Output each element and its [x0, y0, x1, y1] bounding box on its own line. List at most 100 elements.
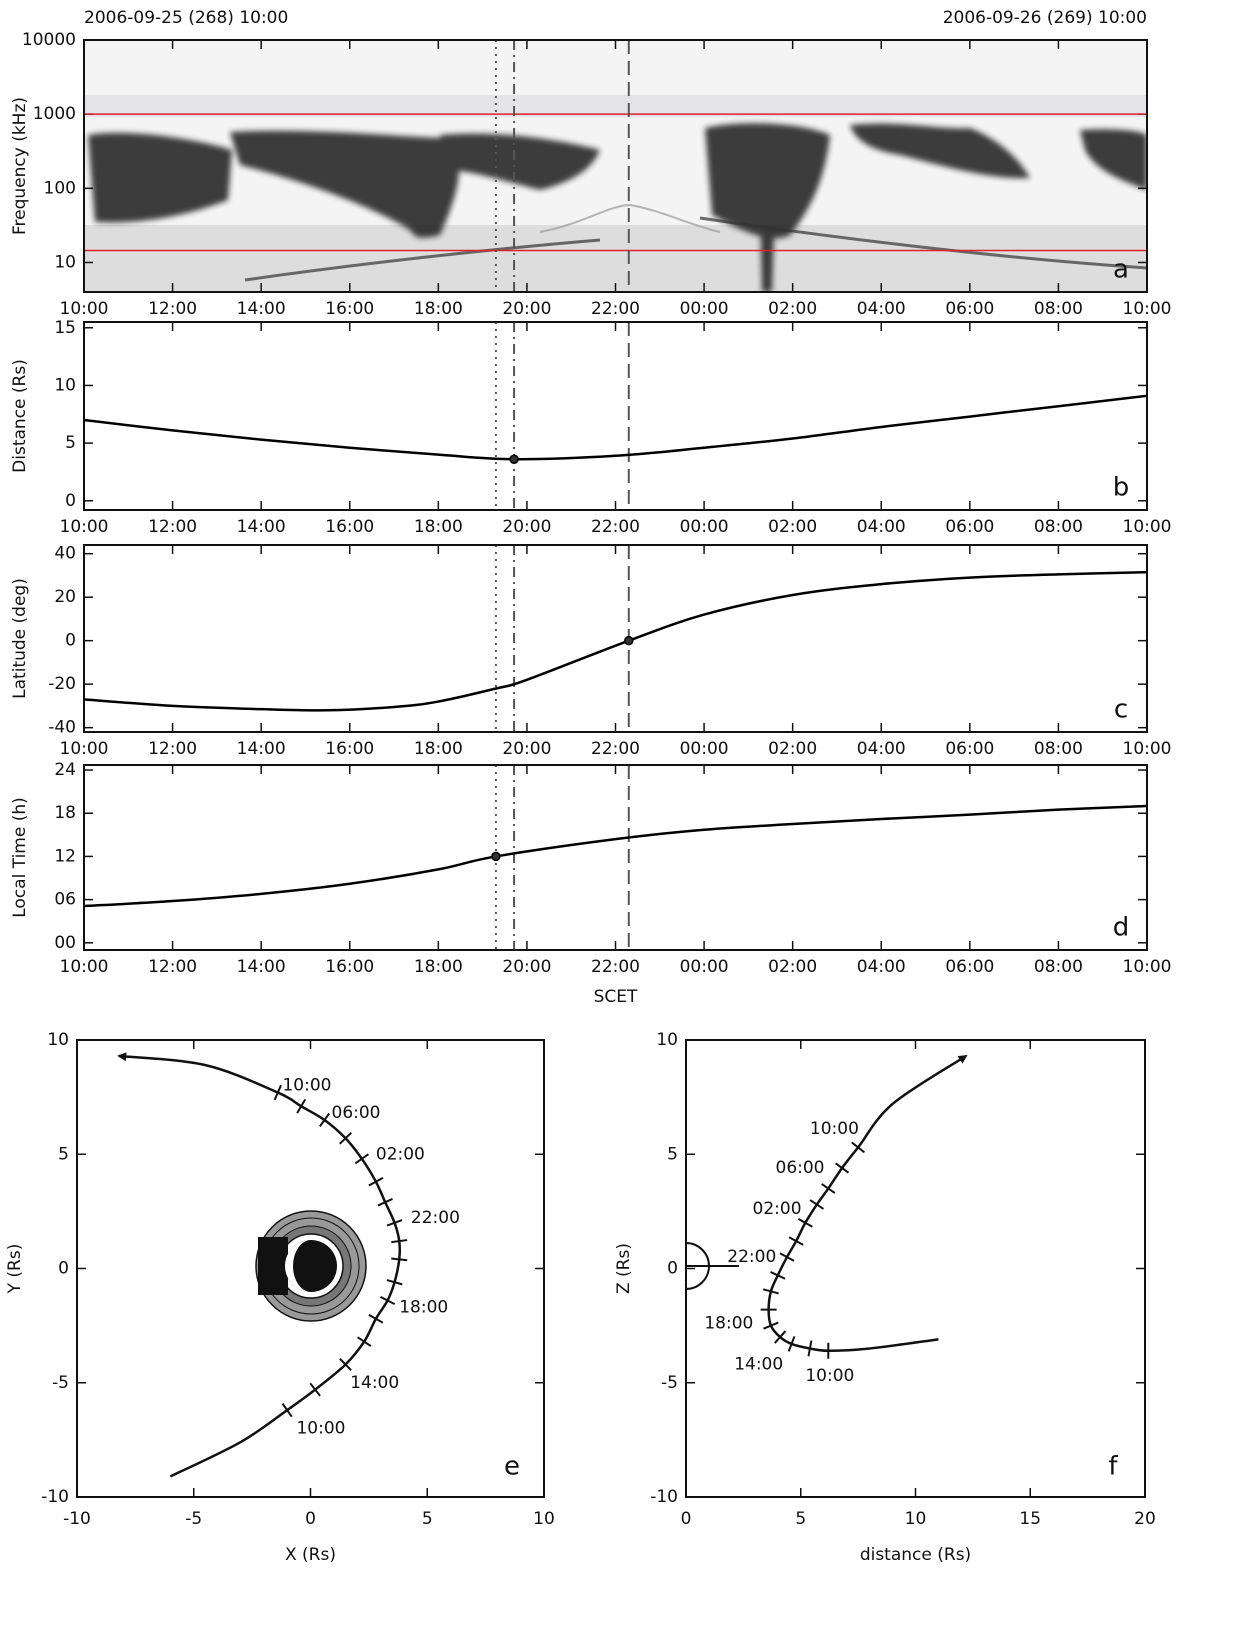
y-axis-label: Local Time (h) [10, 797, 30, 918]
y-tick-label: -5 [661, 1373, 678, 1393]
time-tick [273, 1084, 282, 1101]
x-tick-label: 06:00 [945, 299, 994, 319]
time-tick [774, 1330, 787, 1344]
x-tick-label: 06:00 [945, 739, 994, 759]
x-tick-label: 06:00 [945, 957, 994, 977]
time-tick [339, 1358, 352, 1371]
x-tick-label: 20:00 [502, 739, 551, 759]
x-tick-label: 02:00 [768, 299, 817, 319]
x-tick-label: 08:00 [1034, 957, 1083, 977]
y-tick-label: 0 [65, 631, 76, 651]
highlight-point [491, 851, 501, 862]
x-tick-label: 12:00 [148, 957, 197, 977]
y-tick-label: 18 [54, 803, 76, 823]
x-axis-label: distance (Rs) [860, 1545, 971, 1565]
x-tick-label: 22:00 [591, 957, 640, 977]
x-tick-label: 14:00 [237, 957, 286, 977]
x-tick-label: 12:00 [148, 517, 197, 537]
x-tick-label: 10:00 [60, 299, 109, 319]
y-axis-label: Z (Rs) [614, 1243, 634, 1294]
x-tick-label: 10 [905, 1509, 927, 1529]
time-tick [770, 1271, 786, 1280]
time-label: 18:00 [704, 1313, 753, 1333]
x-tick-label: 10:00 [1123, 739, 1172, 759]
time-tick [356, 1336, 372, 1347]
x-tick-label: 12:00 [148, 299, 197, 319]
time-tick [797, 1217, 813, 1228]
x-tick-label: 22:00 [591, 299, 640, 319]
x-tick-label: 04:00 [857, 299, 906, 319]
time-tick [339, 1131, 352, 1145]
y-tick-label: 15 [54, 318, 76, 338]
spectrogram-image [84, 40, 1147, 292]
time-tick [851, 1141, 866, 1154]
y-tick-label: 00 [54, 933, 76, 953]
x-tick-label: 10:00 [1123, 957, 1172, 977]
time-label: 10:00 [810, 1119, 859, 1139]
y-tick-label: -40 [48, 718, 76, 738]
x-tick-label: 16:00 [325, 299, 374, 319]
time-label: 06:00 [776, 1158, 825, 1178]
time-tick [821, 1183, 836, 1194]
time-label: 22:00 [727, 1247, 776, 1267]
time-tick [386, 1219, 403, 1227]
x-tick-label: 16:00 [325, 957, 374, 977]
y-axis-label: Frequency (kHz) [10, 97, 30, 235]
time-label: 02:00 [376, 1144, 425, 1164]
data-line [83, 570, 1148, 712]
y-tick-label: -10 [650, 1487, 678, 1507]
x-tick-label: 02:00 [768, 957, 817, 977]
x-tick-label: -5 [185, 1509, 202, 1529]
x-tick-label: 10:00 [1123, 299, 1172, 319]
y-tick-label: 10000 [22, 30, 76, 50]
x-tick-label: 08:00 [1034, 739, 1083, 759]
time-label: 10:00 [296, 1418, 345, 1438]
time-tick [281, 1403, 293, 1418]
y-tick-label: 20 [54, 587, 76, 607]
time-tick [763, 1321, 779, 1330]
time-tick [368, 1313, 384, 1324]
y-tick-label: 40 [54, 544, 76, 564]
x-tick-label: 22:00 [591, 517, 640, 537]
y-tick-label: 100 [44, 178, 76, 198]
panel-label: f [1108, 1452, 1118, 1482]
x-tick-label: 04:00 [857, 957, 906, 977]
time-tick [354, 1153, 369, 1165]
y-tick-label: -20 [48, 674, 76, 694]
x-tick-label: 18:00 [414, 299, 463, 319]
x-tick-label: 20:00 [502, 299, 551, 319]
y-tick-label: -10 [41, 1487, 69, 1507]
time-tick [296, 1098, 307, 1114]
time-tick [377, 1198, 393, 1207]
data-line [83, 394, 1148, 461]
x-tick-label: 10:00 [60, 957, 109, 977]
y-tick-label: 5 [667, 1144, 678, 1164]
time-label: 02:00 [753, 1199, 802, 1219]
y-tick-label: 0 [65, 491, 76, 511]
frame [83, 764, 1148, 951]
x-tick-label: 5 [422, 1509, 433, 1529]
time-tick [319, 1112, 331, 1128]
time-tick [809, 1199, 825, 1210]
x-tick-label: 00:00 [680, 517, 729, 537]
x-tick-label: 20:00 [502, 517, 551, 537]
y-tick-label: 10 [656, 1030, 678, 1050]
time-tick [779, 1252, 795, 1262]
saturn-half [685, 1242, 739, 1290]
time-tick [834, 1162, 850, 1174]
x-tick-label: 5 [795, 1509, 806, 1529]
x-tick-label: 16:00 [325, 517, 374, 537]
x-tick-label: 18:00 [414, 517, 463, 537]
end-date: 2006-09-26 (269) 10:00 [943, 8, 1147, 28]
x-tick-label: 10:00 [1123, 517, 1172, 537]
frame [83, 321, 1148, 511]
highlight-point [509, 454, 519, 465]
y-axis-label: Y (Rs) [5, 1244, 25, 1295]
time-tick [309, 1382, 321, 1397]
y-tick-label: 5 [65, 433, 76, 453]
x-tick-label: 10 [533, 1509, 555, 1529]
time-tick [386, 1279, 403, 1286]
x-tick-label: 08:00 [1034, 299, 1083, 319]
x-tick-label: 20:00 [502, 957, 551, 977]
